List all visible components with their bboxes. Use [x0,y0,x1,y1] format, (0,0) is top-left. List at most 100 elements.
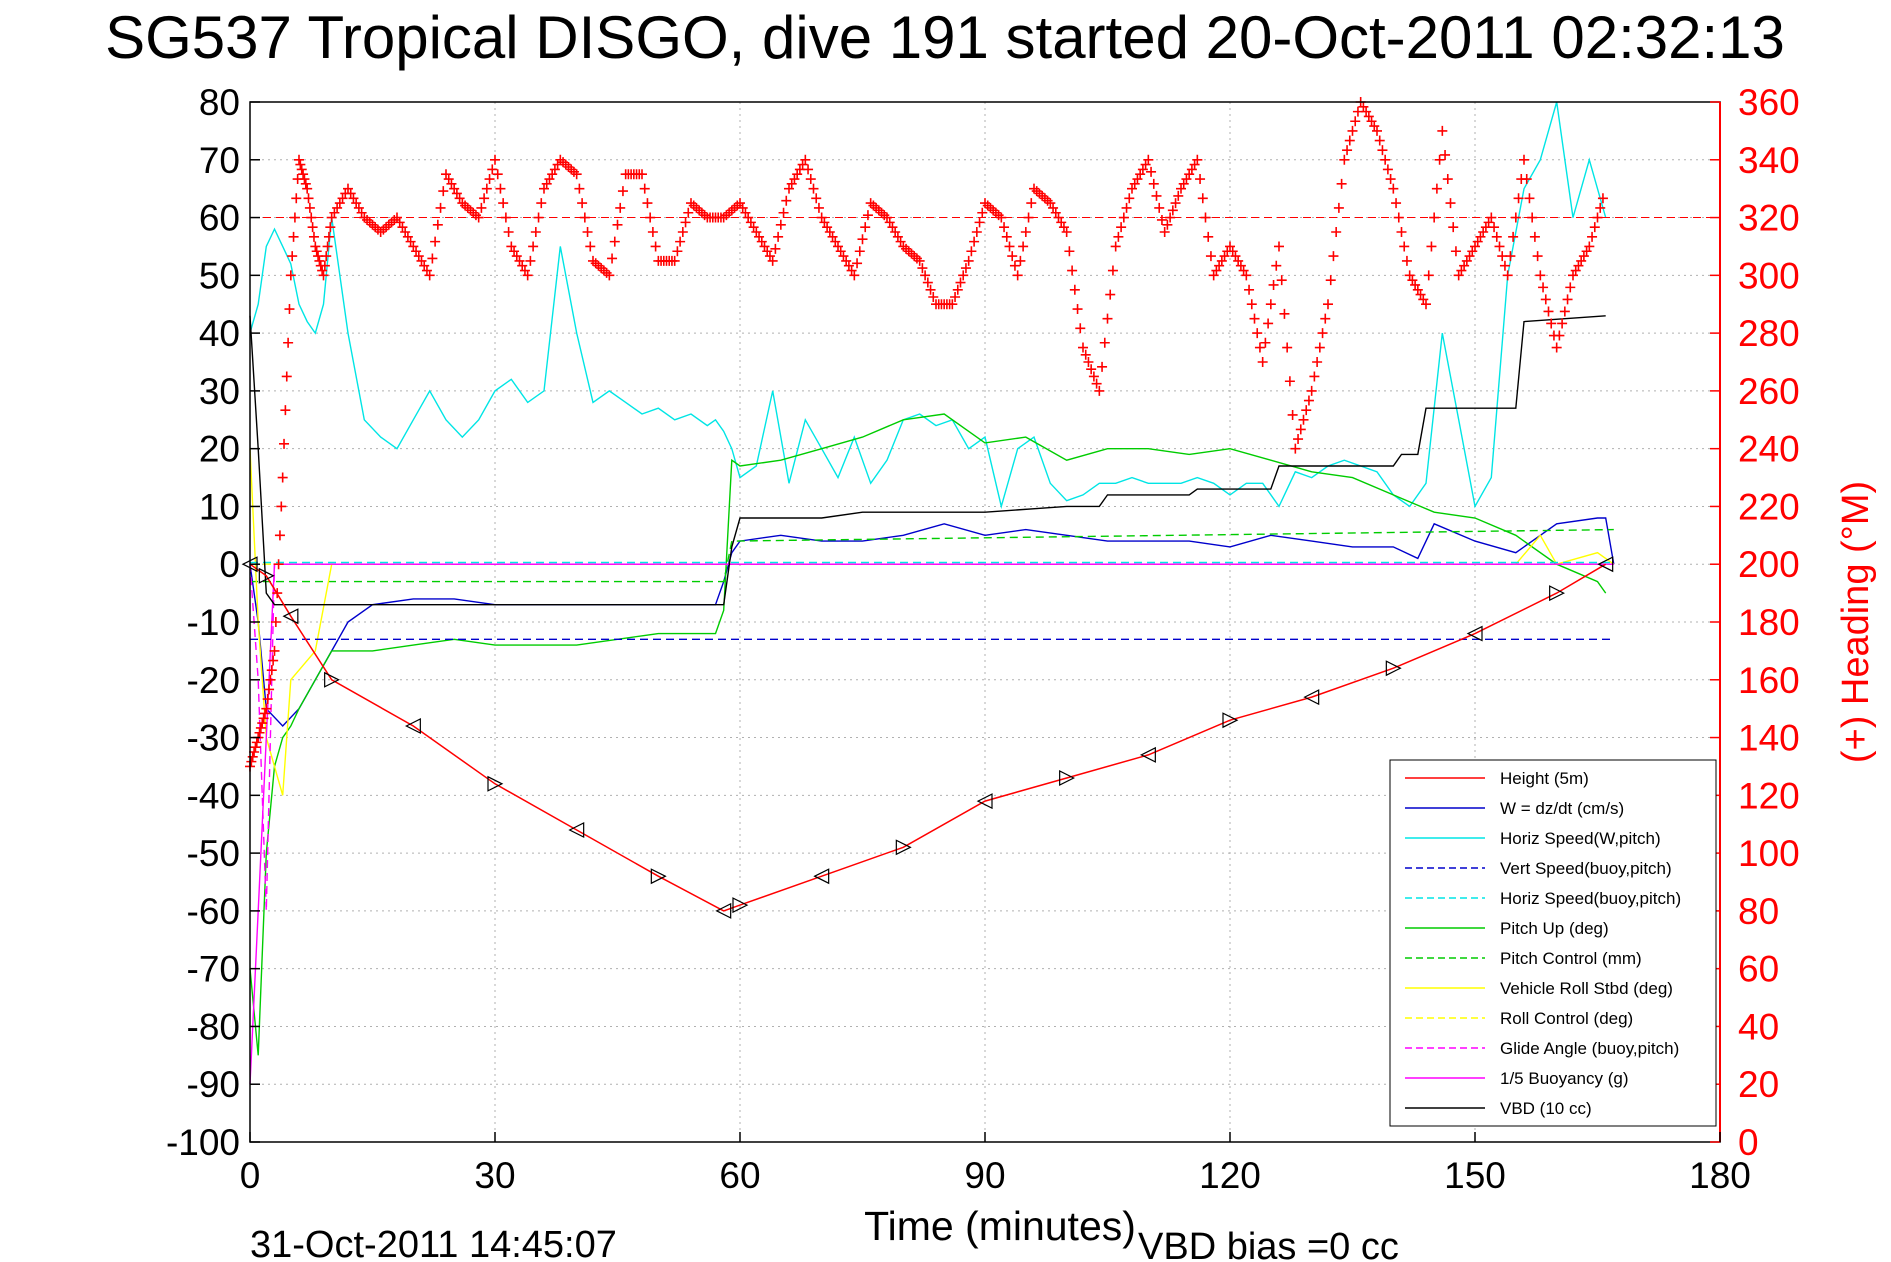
heading-point [261,703,272,714]
legend-label: Vert Speed(buoy,pitch) [1500,859,1672,878]
x-tick-label: 150 [1444,1155,1506,1196]
heading-point [680,217,691,228]
heading-point [1170,198,1181,209]
heading-point [307,222,318,233]
heading-point [1012,270,1023,281]
legend-label: Pitch Control (mm) [1500,949,1642,968]
right-tick-label: 140 [1738,718,1800,759]
heading-point [960,263,971,274]
heading-point [476,202,487,213]
legend-label: Height (5m) [1500,769,1589,788]
heading-point [574,183,585,194]
heading-point [1532,251,1543,262]
right-tick-label: 240 [1738,429,1800,470]
heading-point [1543,306,1554,317]
heading-point [1320,313,1331,324]
heading-point [917,263,928,274]
heading-point [1282,342,1293,353]
heading-point [1064,246,1075,257]
heading-point [1513,193,1524,204]
heading-point [1167,205,1178,216]
footer-vbd-bias: VBD bias =0 cc [1138,1226,1399,1262]
series-height-5m [249,563,1607,912]
legend-label: Vehicle Roll Stbd (deg) [1500,979,1673,998]
heading-point [1380,154,1391,165]
heading-point [958,270,969,281]
height-marker [404,718,421,734]
heading-point [767,255,778,266]
heading-point [966,246,977,257]
heading-point [1080,349,1091,360]
heading-point [284,304,295,315]
left-tick-label: 70 [199,140,240,181]
heading-point [1091,378,1102,389]
heading-point [1162,219,1173,230]
heading-point [269,645,280,656]
heading-point [1584,241,1595,252]
heading-point [276,501,287,512]
heading-point [272,588,283,599]
heading-point [607,253,618,264]
heading-point [571,169,582,180]
left-tick-label: -90 [187,1064,240,1105]
legend-label: W = dz/dt (cm/s) [1500,799,1624,818]
heading-point [1344,135,1355,146]
heading-point [270,617,281,627]
left-tick-label: 80 [199,82,240,123]
heading-point [300,178,311,189]
series-w-dz-dt-cm-s [249,517,1615,728]
heading-point [1148,178,1159,189]
heading-point [522,270,533,281]
left-axis: 80 70 60 50 40 30 20 10 0 -10 -20 -30 -40 -50 -60 -70 -8… [166,82,260,1163]
right-tick-label: 60 [1738,949,1779,990]
heading-point [525,255,536,266]
heading-point [1113,231,1124,242]
x-tick-label: 60 [719,1155,760,1196]
heading-point [481,183,492,194]
left-tick-label: 0 [219,544,240,585]
heading-point [1499,260,1510,271]
heading-point [675,236,686,247]
x-tick-label: 120 [1199,1155,1261,1196]
heading-point [427,253,438,264]
heading-point [273,559,284,570]
heading-point [615,202,626,213]
right-tick-label: 320 [1738,198,1800,239]
left-tick-label: -100 [166,1122,240,1163]
heading-point [1018,241,1029,252]
heading-point [862,210,873,221]
heading-point [323,231,334,242]
heading-point [813,202,824,213]
heading-point [1197,193,1208,204]
right-tick-label: 180 [1738,602,1800,643]
heading-point [1203,231,1214,242]
heading-point [247,751,258,762]
heading-point [314,255,325,266]
heading-point [536,198,547,209]
heading-point [530,227,541,237]
heading-point [1535,270,1546,281]
x-tick-label: 180 [1689,1155,1751,1196]
heading-point [1431,183,1442,194]
x-tick-label: 0 [240,1155,261,1196]
heading-point [1173,190,1184,201]
heading-point [582,227,593,237]
heading-point [1121,202,1132,213]
heading-point [1007,251,1018,262]
footer-timestamp: 31-Oct-2011 14:45:07 [250,1224,617,1262]
heading-point [1382,164,1393,175]
right-tick-label: 280 [1738,313,1800,354]
heading-point [1399,241,1410,252]
heading-point [805,174,816,185]
series-pitch-up-deg [249,413,1607,1056]
heading-point [1437,125,1448,136]
right-tick-label: 260 [1738,371,1800,412]
heading-point [1279,308,1290,319]
heading-point [852,258,863,269]
heading-point [1241,270,1252,281]
height-marker [1549,585,1566,602]
heading-point [1293,434,1304,445]
heading-point [1314,342,1325,353]
heading-point [947,299,958,310]
heading-point [1015,255,1026,266]
